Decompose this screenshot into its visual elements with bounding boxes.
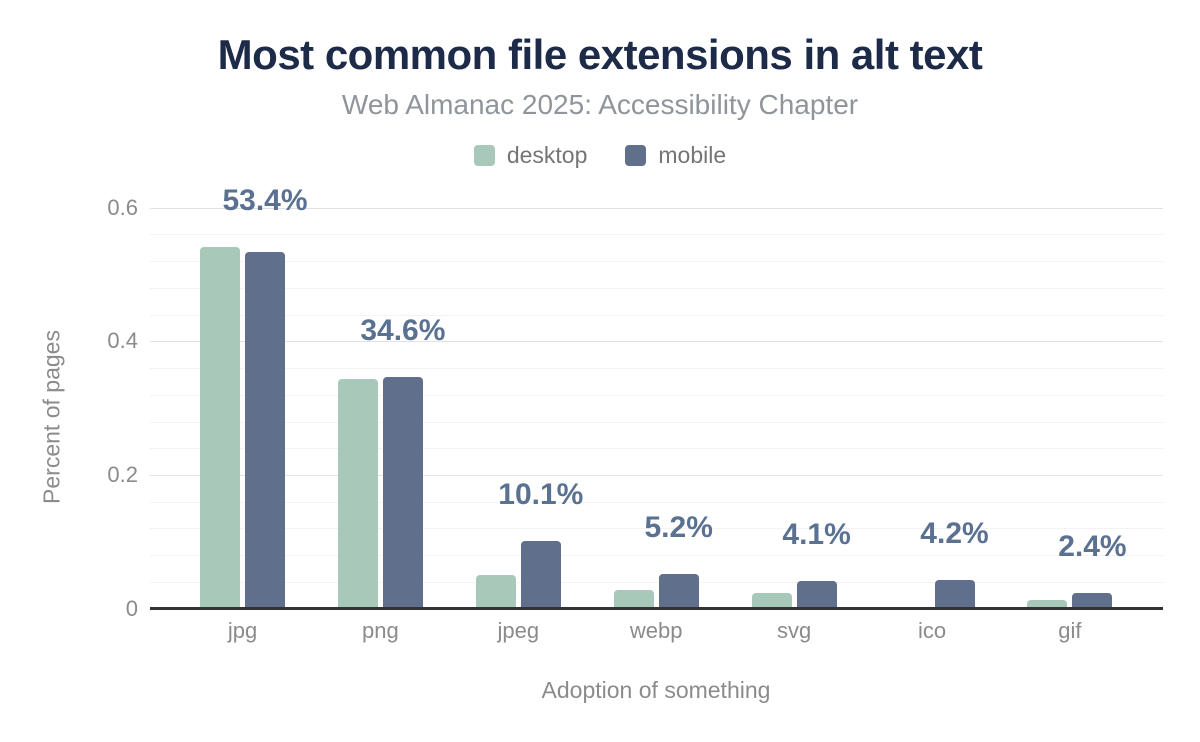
x-tick-label-gif: gif — [1058, 618, 1082, 643]
chart-subtitle: Web Almanac 2025: Accessibility Chapter — [341, 89, 859, 120]
bar-mobile-gif — [1072, 592, 1113, 609]
y-tick-label: 0 — [125, 595, 138, 621]
y-tick-label: 0.2 — [107, 461, 138, 487]
gridline-minor — [150, 368, 1163, 369]
x-tick-label-webp: webp — [629, 618, 683, 643]
gridline-minor — [150, 448, 1163, 450]
gridline-minor — [150, 234, 1163, 236]
x-tick-label-jpeg: jpeg — [497, 618, 540, 643]
desktop-swatch-icon — [473, 144, 495, 166]
gridline-minor — [150, 261, 1163, 263]
value-label-ico: 4.2% — [920, 517, 989, 551]
legend-label-mobile: mobile — [658, 141, 727, 168]
gridline-major — [150, 207, 1163, 209]
gridline-major — [150, 341, 1163, 343]
x-tick-label-jpg: jpg — [227, 618, 258, 643]
bar-mobile-svg — [796, 581, 837, 609]
value-label-jpeg: 10.1% — [498, 478, 584, 511]
value-label-jpg: 53.4% — [222, 184, 308, 218]
x-tick-label-ico: ico — [917, 618, 947, 643]
y-tick-label: 0.4 — [107, 328, 138, 354]
bar-desktop-gif — [1027, 599, 1068, 609]
bar-mobile-webp — [658, 573, 699, 609]
value-label-gif: 2.4% — [1058, 529, 1127, 563]
legend-item-desktop: desktop — [473, 141, 588, 168]
gridline-minor — [150, 421, 1163, 423]
bar-desktop-webp — [613, 589, 654, 609]
legend: desktop mobile — [0, 143, 1200, 167]
value-label-png: 34.6% — [360, 314, 446, 348]
x-axis-line — [150, 607, 1163, 610]
gridline-minor — [150, 314, 1163, 316]
bar-desktop-jpg — [200, 247, 240, 609]
gridline-minor — [150, 581, 1163, 583]
bar-desktop-jpeg — [475, 575, 516, 609]
gridline-major — [150, 474, 1163, 476]
gridline-minor — [150, 501, 1163, 503]
bar-mobile-jpg — [245, 251, 285, 609]
value-label-webp: 5.2% — [644, 510, 713, 544]
gridline-minor — [150, 528, 1163, 530]
bar-mobile-png — [382, 377, 423, 609]
gridline-minor — [150, 555, 1163, 557]
value-label-svg: 4.1% — [782, 518, 851, 552]
legend-item-mobile: mobile — [625, 141, 727, 168]
gridline-minor — [150, 287, 1163, 289]
bar-desktop-svg — [751, 592, 792, 609]
x-axis-title: Adoption of something — [541, 677, 771, 703]
y-tick-label: 0.6 — [107, 194, 138, 220]
bar-mobile-jpeg — [520, 541, 561, 609]
bar-mobile-ico — [934, 580, 975, 609]
legend-label-desktop: desktop — [506, 141, 588, 168]
mobile-swatch-icon — [625, 144, 647, 166]
gridline-minor — [150, 394, 1163, 396]
chart-title: Most common file extensions in alt text — [217, 31, 983, 78]
x-tick-label-svg: svg — [776, 618, 812, 643]
bar-desktop-png — [337, 379, 378, 609]
x-tick-label-png: png — [362, 618, 399, 643]
